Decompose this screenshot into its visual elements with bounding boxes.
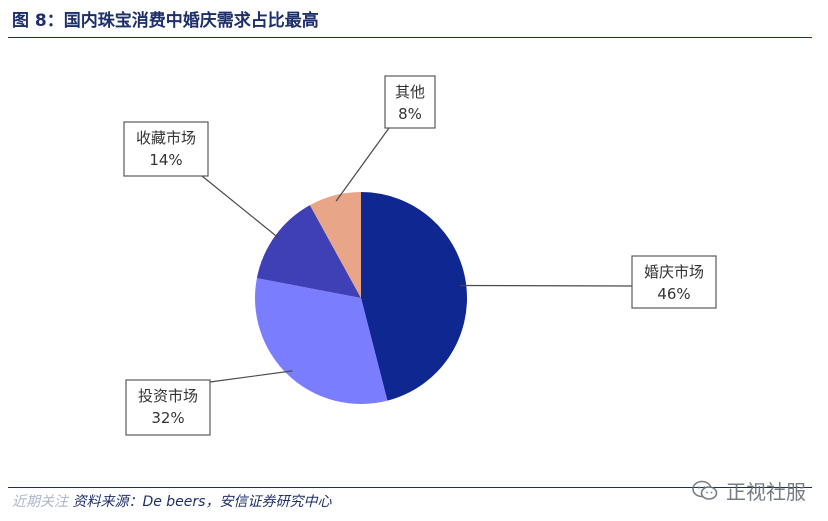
leader-line-4 [335, 127, 390, 202]
source-text: De beers，安信证券研究中心 [142, 494, 332, 510]
pie-callouts: 婚庆市场 46% 投资市场 32% 收藏市场 14% 其他 8% [123, 75, 717, 436]
slice-category-label: 收藏市场 [136, 129, 196, 147]
leader-line-1 [460, 284, 633, 287]
slice-value-label: 32% [151, 409, 184, 427]
slice-category-label: 婚庆市场 [644, 263, 704, 281]
slice-value-label: 8% [398, 105, 422, 123]
wechat-icon [692, 480, 718, 502]
leader-line-2 [209, 370, 293, 383]
figure-title: 图 8：国内珠宝消费中婚庆需求占比最高 [12, 11, 319, 31]
callout-box-1 [631, 255, 717, 309]
slice-value-label: 46% [657, 285, 690, 303]
leader-line-3 [201, 175, 281, 240]
callout-box-2 [125, 379, 211, 436]
title-rule [8, 37, 812, 38]
callout-box-3 [123, 121, 209, 177]
pie-slices [255, 192, 467, 404]
slice-value-label: 14% [149, 151, 182, 169]
pie-slice-1 [361, 192, 467, 401]
pie-slice-2 [255, 278, 388, 404]
wechat-account-name: 正视社服 [726, 480, 806, 504]
source-label: 资料来源： [72, 494, 143, 510]
pie-slice-4 [309, 192, 361, 298]
watermark-text: 近期关注 [12, 494, 68, 510]
pie-slice-3 [256, 205, 361, 298]
footer-rule [8, 487, 812, 488]
slice-category-label: 其他 [395, 83, 425, 101]
callout-box-4 [384, 75, 436, 129]
slice-category-label: 投资市场 [138, 387, 198, 405]
wechat-badge: 正视社服 [692, 476, 806, 505]
source-note: 近期关注 资料来源：De beers，安信证券研究中心 [12, 491, 331, 511]
